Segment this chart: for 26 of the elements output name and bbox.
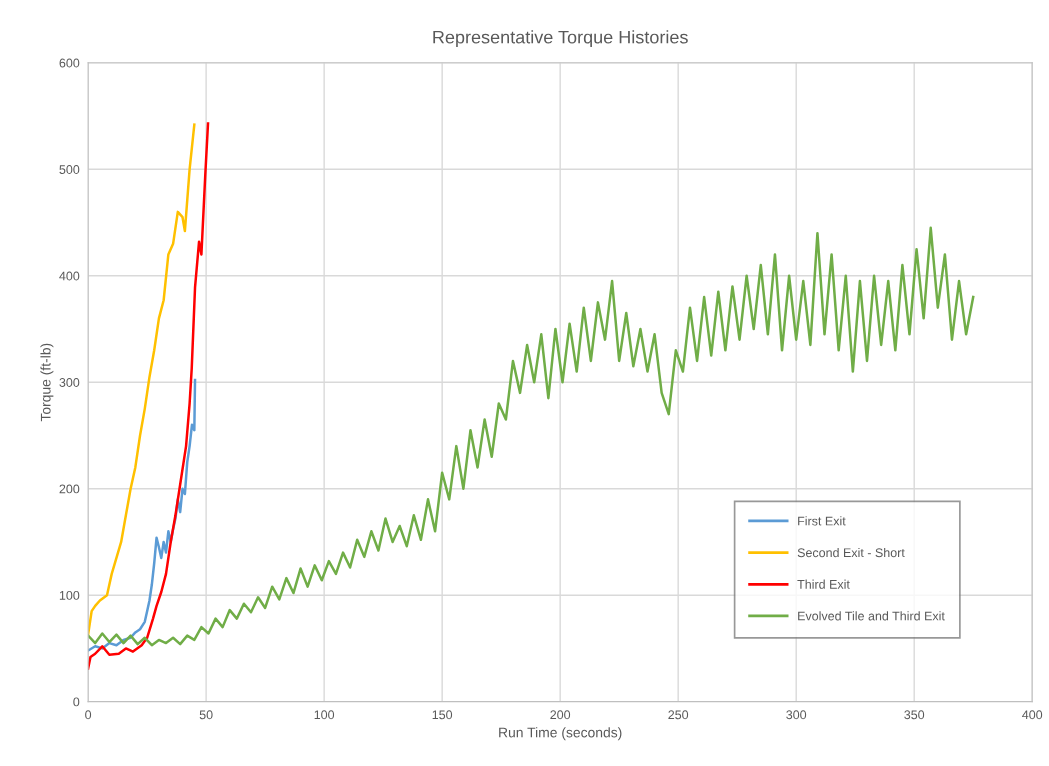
y-tick-label: 400 (59, 271, 80, 281)
x-tick-label: 250 (668, 710, 689, 720)
x-tick-label: 150 (432, 710, 453, 720)
y-tick-label: 0 (73, 697, 80, 707)
line-series (88, 226, 975, 647)
x-tick-label: 350 (904, 710, 925, 720)
y-tick-label: 500 (59, 165, 80, 174)
x-tick-label: 300 (786, 710, 807, 720)
legend-label: First Exit (798, 516, 846, 526)
x-axis-title: Run Time (seconds) (499, 727, 622, 741)
legend-label: Evolved Tile and Third Exit (798, 611, 945, 621)
chart-title: Representative Torque Histories (433, 30, 688, 48)
y-tick-label: 300 (59, 378, 80, 387)
line-series (88, 122, 210, 670)
y-tick-label: 200 (59, 484, 80, 494)
x-tick-label: 400 (1022, 710, 1043, 720)
legend-label: Third Exit (797, 579, 850, 589)
x-tick-label: 200 (550, 710, 571, 720)
legend-label: Second Exit - Short (797, 547, 905, 558)
y-tick-label: 100 (59, 590, 80, 600)
x-tick-label: 50 (199, 710, 213, 720)
line-series (88, 123, 196, 636)
x-tick-label: 0 (85, 710, 92, 720)
x-tick-label: 100 (314, 710, 335, 720)
y-tick-label: 600 (59, 58, 80, 68)
y-axis-title: Torque (ft-lb) (40, 343, 54, 422)
